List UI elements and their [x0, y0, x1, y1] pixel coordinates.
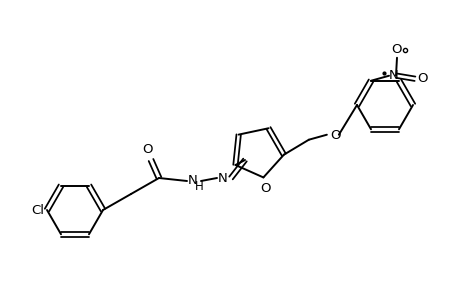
Text: N: N — [218, 172, 227, 184]
Text: O: O — [391, 43, 401, 56]
Text: O: O — [260, 182, 270, 195]
Text: Cl: Cl — [31, 203, 44, 217]
Text: H: H — [195, 179, 203, 193]
Text: O: O — [329, 129, 340, 142]
Text: N: N — [188, 175, 197, 188]
Text: N: N — [388, 69, 398, 82]
Text: O: O — [142, 143, 153, 156]
Text: O: O — [416, 72, 426, 85]
